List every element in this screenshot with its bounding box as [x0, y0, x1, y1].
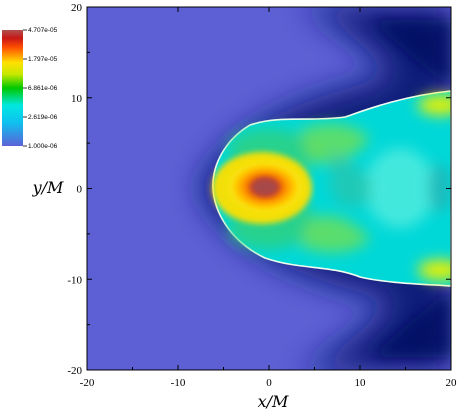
y-tick-label: 10	[71, 93, 83, 105]
y-tick-label: -10	[67, 274, 82, 286]
plot-frame: -20 -10 0 10 20 -20 -10 0 10 20	[67, 2, 457, 389]
x-tick-label: 0	[266, 377, 272, 389]
x-ticks: -20 -10 0 10 20	[80, 7, 457, 389]
heatmap-field	[87, 7, 451, 370]
colorbar-gradient	[2, 30, 23, 146]
y-axis-label: y/M	[32, 178, 64, 197]
colorbar-tick-label: 1.797e-05	[28, 56, 58, 63]
colorbar-tick-label: 1.000e-06	[28, 143, 58, 150]
colorbar-tick-label: 4.707e-05	[28, 27, 58, 34]
x-tick-label: 20	[446, 377, 458, 389]
core-peak	[251, 178, 279, 196]
x-axis-label: x/M	[258, 392, 289, 411]
colorbar: 4.707e-05 1.797e-05 6.861e-06 2.619e-06 1.00…	[2, 27, 58, 150]
colorbar-tick-label: 2.619e-06	[28, 114, 58, 121]
x-tick-label: -20	[80, 377, 95, 389]
y-tick-label: 20	[71, 2, 83, 14]
colorbar-ticks: 4.707e-05 1.797e-05 6.861e-06 2.619e-06 1.00…	[23, 27, 58, 150]
x-tick-label: 10	[355, 377, 367, 389]
y-tick-label: -20	[67, 365, 82, 377]
colorbar-tick-label: 6.861e-06	[28, 85, 58, 92]
y-tick-label: 0	[77, 184, 83, 196]
wake-shadow-inner	[370, 20, 451, 357]
x-tick-label: -10	[171, 377, 186, 389]
y-ticks: -20 -10 0 10 20	[67, 2, 451, 377]
